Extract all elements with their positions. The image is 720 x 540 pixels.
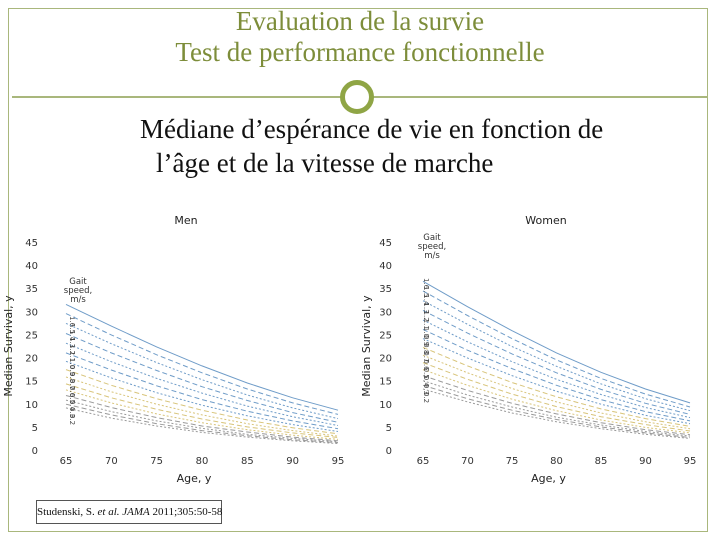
y-tick-label: 0	[386, 446, 392, 457]
x-tick-label: 95	[684, 456, 697, 467]
y-tick-label: 35	[379, 284, 392, 295]
series-line-0.5	[423, 376, 690, 435]
x-tick-label: 65	[417, 456, 430, 467]
y-tick-label: 15	[379, 377, 392, 388]
y-axis-label: Median Survival, y	[360, 295, 373, 397]
series-line-1.5	[423, 291, 690, 407]
citation-authors: Studenski, S.	[37, 506, 95, 518]
x-tick-label: 70	[461, 456, 474, 467]
x-tick-label: 75	[506, 456, 519, 467]
series-line-0.9	[423, 347, 690, 426]
citation-journal: JAMA	[122, 506, 149, 518]
citation-ref: 2011;305:50-58	[153, 506, 223, 518]
y-tick-label: 5	[386, 423, 392, 434]
x-tick-label: 80	[550, 456, 563, 467]
series-line-1.4	[423, 301, 690, 411]
y-tick-label: 40	[379, 261, 392, 272]
series-line-0.6	[423, 370, 690, 433]
y-tick-label: 10	[379, 400, 392, 411]
legend-entry-0.2: 0.2	[422, 392, 430, 403]
y-tick-label: 30	[379, 307, 392, 318]
y-tick-label: 25	[379, 330, 392, 341]
citation: Studenski, S. et al. JAMA 2011;305:50-58	[36, 500, 222, 524]
y-tick-label: 20	[379, 354, 392, 365]
y-tick-label: 45	[379, 238, 392, 249]
citation-etal: et al.	[98, 506, 120, 518]
series-line-1.0	[423, 339, 690, 424]
series-line-1.1	[423, 329, 690, 421]
chart-title: Women	[525, 214, 566, 227]
legend-title: m/s	[424, 251, 440, 261]
x-axis-label: Age, y	[531, 472, 566, 485]
x-tick-label: 90	[639, 456, 652, 467]
x-tick-label: 85	[595, 456, 608, 467]
series-line-1.2	[423, 320, 690, 418]
series-line-1.6	[423, 281, 690, 403]
series-line-1.3	[423, 310, 690, 414]
